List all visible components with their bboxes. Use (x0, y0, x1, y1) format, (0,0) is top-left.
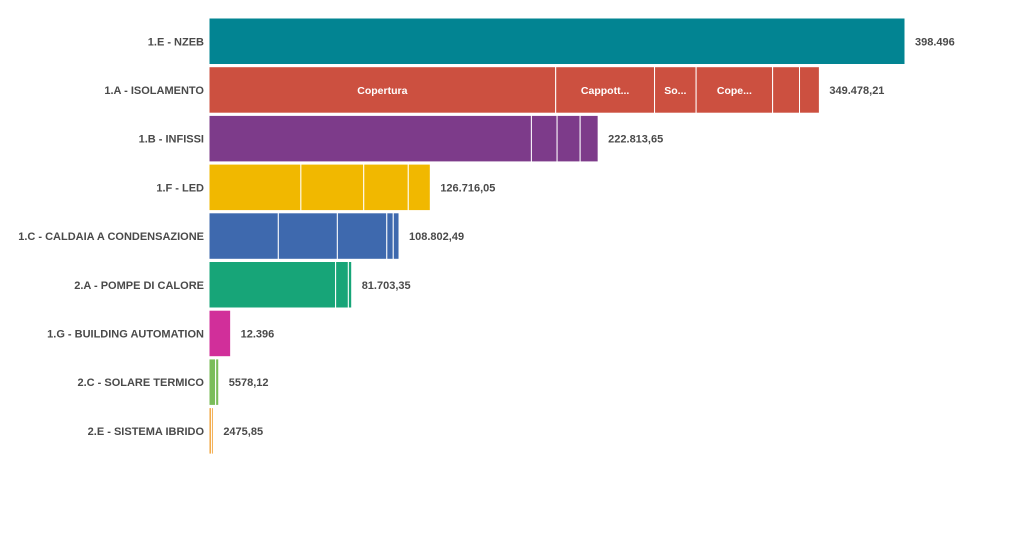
bar-1-g-building-automation (208, 309, 232, 358)
bar-2-e-sistema-ibrido (208, 407, 214, 455)
category-label: 2.C - SOLARE TERMICO (77, 377, 204, 389)
bar-segment[interactable] (210, 407, 214, 455)
total-value-label: 2475,85 (223, 426, 263, 438)
total-value-label: 12.396 (241, 328, 275, 340)
bar-1-b-infissi (208, 114, 599, 163)
total-labels: 398.496 349.478,21 222.813,65 126.716,05 108… (223, 36, 954, 438)
total-value-label: 398.496 (915, 36, 955, 48)
bar-segment[interactable] (208, 212, 279, 260)
bar-segment[interactable] (336, 212, 388, 260)
category-label: 2.E - SISTEMA IBRIDO (88, 426, 205, 438)
bar-1-e-nzeb (208, 17, 906, 65)
bar-2-a-pompe-di-calore (208, 261, 353, 309)
bar-segment[interactable] (799, 66, 820, 114)
bar-segment[interactable] (208, 17, 906, 65)
total-value-label: 108.802,49 (409, 231, 464, 243)
bar-segment[interactable] (215, 358, 220, 406)
bar-segment[interactable] (208, 114, 532, 163)
segment-label: Copertura (357, 85, 407, 97)
bar-segment[interactable] (335, 261, 349, 309)
bar-segment[interactable] (772, 66, 801, 114)
bar-segment[interactable] (392, 212, 400, 260)
segment-label: Cope... (717, 85, 752, 97)
segment-label: Cappott... (581, 85, 629, 97)
bar-segment[interactable] (556, 114, 581, 163)
total-value-label: 81.703,35 (362, 280, 411, 292)
total-value-label: 5578,12 (229, 377, 269, 389)
category-label: 2.A - POMPE DI CALORE (74, 280, 204, 292)
bar-segment[interactable] (555, 66, 656, 114)
bar-segment[interactable] (208, 358, 217, 406)
bar-segment[interactable] (579, 114, 599, 163)
bar-1-a-isolamento: Copertura Cappott... So... Cope... (208, 66, 820, 114)
bar-segment[interactable] (530, 114, 558, 163)
category-label: 1.B - INFISSI (139, 134, 204, 146)
total-value-label: 126.716,05 (440, 182, 495, 194)
bar-1-f-led (208, 163, 431, 212)
bar-segment[interactable] (300, 163, 365, 212)
bars: Copertura Cappott... So... Cope... (208, 17, 906, 455)
segment-label: So... (664, 85, 686, 97)
total-value-label: 222.813,65 (608, 134, 663, 146)
category-label: 1.E - NZEB (148, 36, 204, 48)
category-label: 1.C - CALDAIA A CONDENSAZIONE (18, 231, 204, 243)
category-label: 1.G - BUILDING AUTOMATION (47, 328, 204, 340)
bar-segment[interactable] (208, 163, 302, 212)
bar-segment[interactable] (208, 261, 337, 309)
category-label: 1.F - LED (156, 182, 204, 194)
total-value-label: 349.478,21 (829, 85, 884, 97)
category-labels: 1.E - NZEB 1.A - ISOLAMENTO 1.B - INFISSI 1… (18, 36, 204, 438)
bar-1-c-caldaia-a-condensazione (208, 212, 400, 260)
bar-2-c-solare-termico (208, 358, 220, 406)
bar-segment[interactable] (208, 309, 232, 358)
category-label: 1.A - ISOLAMENTO (104, 85, 204, 97)
bar-segment[interactable] (363, 163, 409, 212)
bar-segment[interactable] (654, 66, 697, 114)
bar-segment[interactable] (386, 212, 394, 260)
bar-segment[interactable] (407, 163, 431, 212)
bar-segment[interactable] (277, 212, 338, 260)
bar-segment[interactable] (347, 261, 353, 309)
bar-segment[interactable] (208, 66, 557, 114)
